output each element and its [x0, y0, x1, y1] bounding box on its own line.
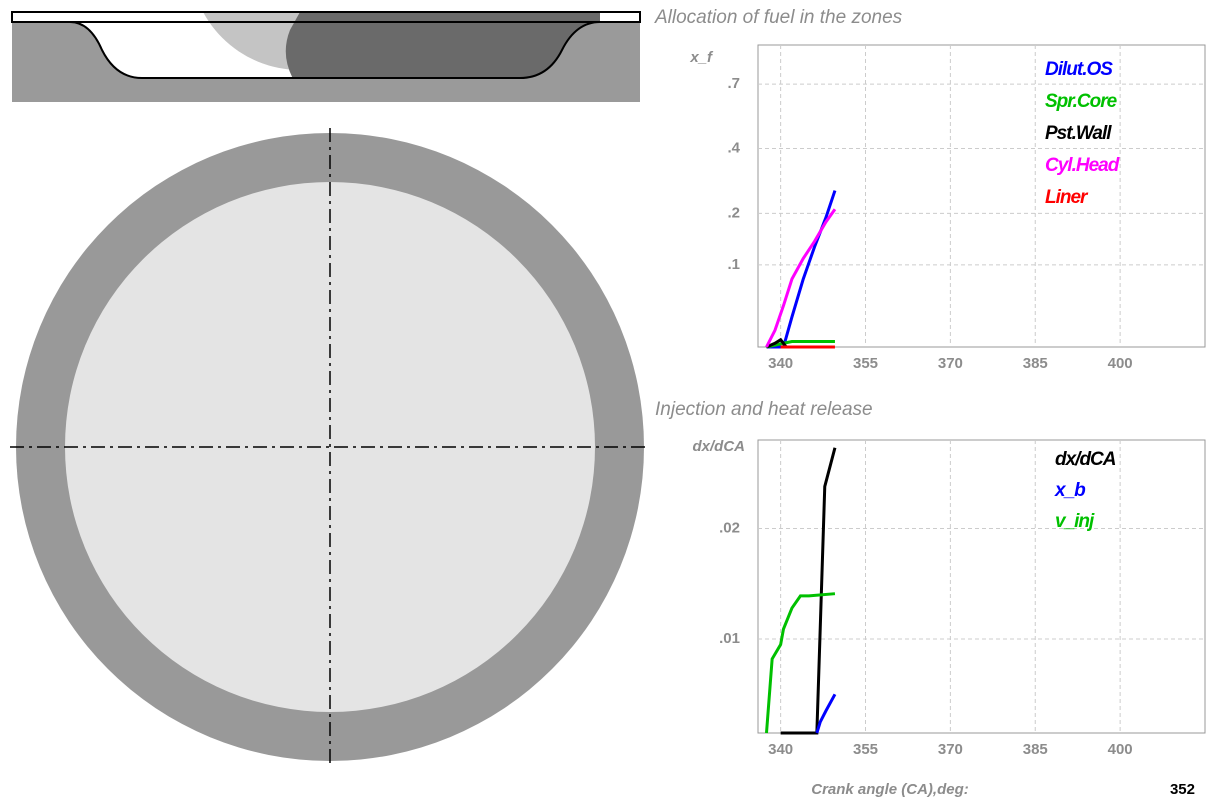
- x-tick-label: 370: [938, 355, 963, 372]
- x-tick-label: 385: [1023, 741, 1048, 758]
- legend-entry: Dilut.OS: [1045, 59, 1113, 80]
- piston-top-view: [10, 128, 645, 766]
- x-axis-label: Crank angle (CA),deg:: [811, 781, 969, 798]
- legend-entry: Cyl.Head: [1045, 155, 1120, 176]
- simulation-view: 352 Allocation of fuel in the zones x_f .1…: [0, 0, 1215, 803]
- y-axis-label: x_f: [689, 49, 714, 66]
- x-tick-label: 355: [853, 355, 878, 372]
- y-tick-label: .02: [719, 519, 740, 536]
- x-tick-label: 400: [1108, 355, 1133, 372]
- x-tick-label: 355: [853, 741, 878, 758]
- y-axis-label: dx/dCA: [693, 438, 746, 455]
- y-tick-label: .2: [727, 204, 740, 221]
- legend-entry: v_inj: [1055, 511, 1095, 532]
- y-tick-label: .01: [719, 630, 740, 647]
- x-tick-label: 340: [768, 355, 793, 372]
- chart-title: Allocation of fuel in the zones: [654, 7, 903, 28]
- legend-entry: Liner: [1045, 187, 1089, 208]
- legend-entry: Pst.Wall: [1045, 123, 1112, 144]
- plot-area: [758, 45, 1205, 347]
- legend-entry: dx/dCA: [1055, 449, 1116, 470]
- y-tick-label: .7: [727, 75, 740, 92]
- y-tick-label: .1: [727, 256, 740, 273]
- chart-title: Injection and heat release: [655, 399, 873, 420]
- piston-section: [12, 0, 640, 102]
- legend-entry: x_b: [1054, 480, 1086, 501]
- y-tick-label: .4: [727, 140, 740, 157]
- legend-entry: Spr.Core: [1045, 91, 1118, 112]
- x-tick-label: 385: [1023, 355, 1048, 372]
- x-tick-label: 340: [768, 741, 793, 758]
- crank-angle-value: 352: [1170, 781, 1195, 798]
- x-tick-label: 400: [1108, 741, 1133, 758]
- x-tick-label: 370: [938, 741, 963, 758]
